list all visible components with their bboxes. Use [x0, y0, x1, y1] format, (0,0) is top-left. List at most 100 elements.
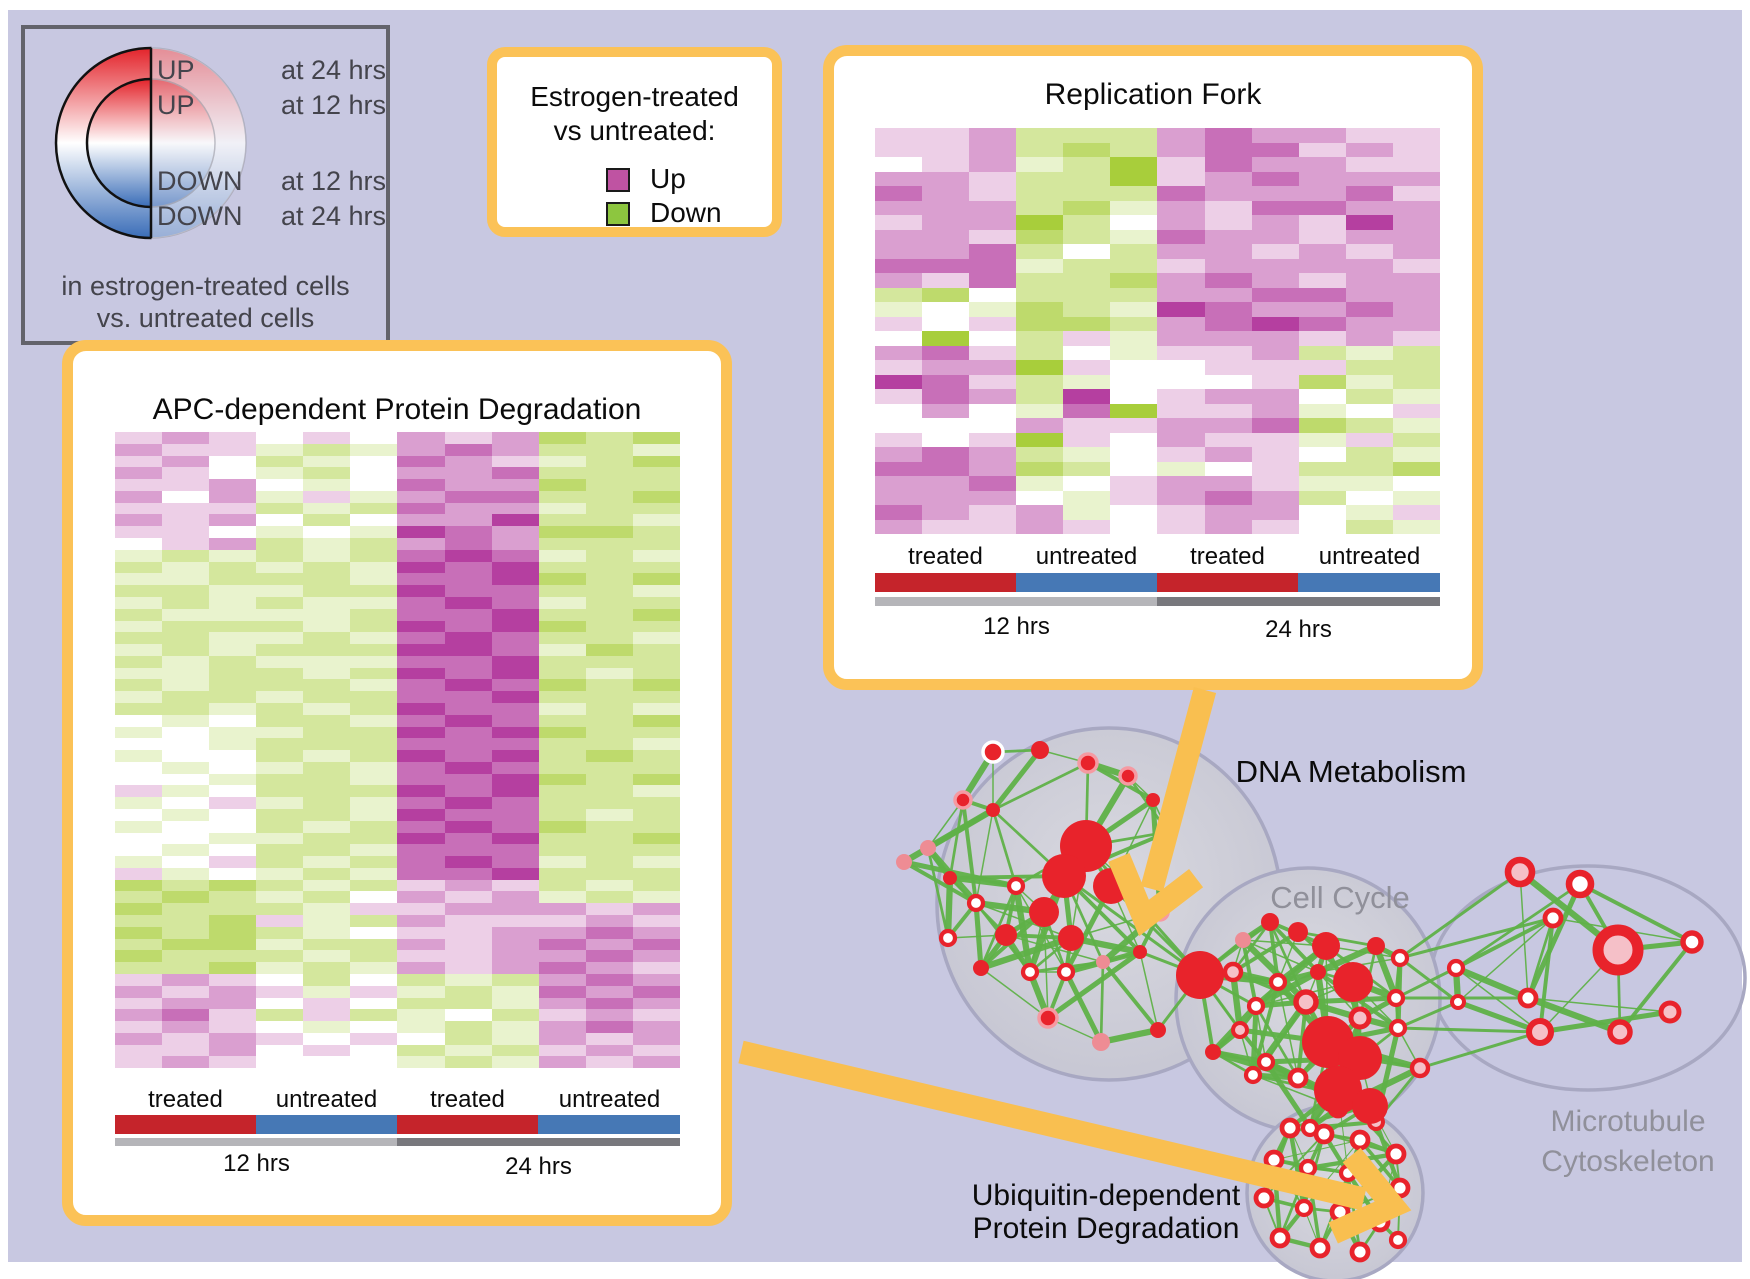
heatmap-cell	[303, 985, 351, 998]
heatmap-cell	[444, 1032, 492, 1045]
heatmap-cell	[491, 479, 539, 491]
heatmap-cell	[1063, 316, 1111, 331]
heatmap-cell	[538, 738, 586, 751]
heatmap-cell	[350, 950, 398, 963]
legend-dir-down12: DOWN	[157, 166, 243, 196]
heatmap-cell	[209, 879, 257, 892]
heatmap-row	[875, 258, 1440, 273]
heatmap-cell	[256, 538, 304, 550]
heatmap-row	[875, 229, 1440, 244]
heatmap-cell	[1345, 215, 1393, 230]
heatmap-row	[115, 502, 680, 515]
heatmap-cell	[256, 903, 304, 916]
heatmap-cell	[303, 903, 351, 916]
heatmap-cell	[1016, 490, 1064, 505]
heatmap-cell	[922, 229, 970, 244]
heatmap-cell	[1298, 244, 1346, 259]
heatmap-cell	[585, 714, 633, 727]
heatmap-cell	[1110, 316, 1158, 331]
heatmap-cell	[632, 915, 680, 927]
heatmap-cell	[632, 820, 680, 833]
heatmap-cell	[209, 844, 257, 857]
legend-time-24b: at 24 hrs	[280, 201, 386, 231]
heatmap-cell	[491, 455, 539, 468]
heatmap-cell	[115, 856, 163, 868]
heatmap-cell	[875, 142, 923, 157]
heatmap-cell	[585, 867, 633, 880]
heatmap-row	[875, 490, 1440, 505]
network-node-wc	[1298, 1158, 1318, 1178]
network-edge	[1241, 939, 1258, 1007]
heatmap-cell	[444, 632, 492, 645]
heatmap-cell	[256, 467, 304, 480]
heatmap-cell	[1345, 447, 1393, 462]
heatmap-cell	[397, 585, 445, 597]
heatmap-cell	[397, 903, 445, 916]
heatmap-cell	[491, 561, 539, 574]
heatmap-cell	[491, 467, 539, 480]
heatmap-cell	[969, 244, 1017, 259]
heatmap-cell	[1251, 432, 1299, 447]
heatmap-cell	[303, 514, 351, 527]
heatmap-cell	[1157, 142, 1205, 157]
heatmap-cell	[1157, 244, 1205, 259]
heatmap-cell	[303, 1021, 351, 1033]
heatmap-cell	[585, 809, 633, 821]
heatmap-cell	[1204, 345, 1252, 360]
heatmap-cell	[209, 726, 257, 739]
network-node-s	[1176, 951, 1224, 999]
heatmap-cell	[162, 620, 210, 633]
heatmap-cell	[1110, 215, 1158, 230]
heatmap-cell	[1016, 403, 1064, 418]
rf-heatmap	[875, 128, 1440, 534]
network-node-pc	[1409, 1057, 1431, 1079]
heatmap-cell	[1016, 447, 1064, 462]
heatmap-cell	[632, 655, 680, 668]
heatmap-cell	[632, 490, 680, 503]
heatmap-cell	[444, 679, 492, 692]
heatmap-cell	[875, 345, 923, 360]
heatmap-cell	[209, 679, 257, 692]
updown-circle-diagram	[54, 46, 247, 240]
heatmap-cell	[350, 962, 398, 974]
heatmap-row	[115, 538, 680, 550]
heatmap-cell	[1204, 258, 1252, 273]
heatmap-cell	[256, 1032, 304, 1045]
network-node-wr	[981, 740, 1005, 764]
heatmap-cell	[350, 809, 398, 821]
heatmap-cell	[115, 455, 163, 468]
heatmap-cell	[1392, 331, 1440, 346]
heatmap-cell	[162, 514, 210, 527]
heatmap-cell	[1251, 128, 1299, 143]
heatmap-cell	[162, 856, 210, 868]
heatmap-cell	[444, 667, 492, 680]
heatmap-cell	[491, 632, 539, 645]
heatmap-cell	[162, 726, 210, 739]
heatmap-cell	[1204, 273, 1252, 288]
network-edge	[1373, 944, 1399, 1000]
heatmap-row	[115, 903, 680, 916]
heatmap-cell	[256, 1044, 304, 1057]
rf-group-label-1: treated	[908, 543, 983, 570]
heatmap-cell	[115, 809, 163, 821]
heatmap-row	[115, 455, 680, 468]
heatmap-cell	[632, 891, 680, 904]
heatmap-cell	[1016, 186, 1064, 201]
legend-dir-up12: UP	[157, 90, 195, 120]
network-node-pr	[1118, 766, 1138, 786]
heatmap-cell	[969, 476, 1017, 491]
heatmap-cell	[115, 443, 163, 456]
heatmap-cell	[115, 573, 163, 586]
heatmap-cell	[350, 549, 398, 562]
heatmap-cell	[969, 447, 1017, 462]
heatmap-cell	[209, 655, 257, 668]
network-node-pr	[1037, 1007, 1059, 1029]
heatmap-cell	[922, 258, 970, 273]
network-edge	[1063, 874, 1201, 977]
heatmap-cell	[1110, 345, 1158, 360]
network-node-wc	[938, 928, 958, 948]
heatmap-cell	[1251, 186, 1299, 201]
heatmap-cell	[162, 750, 210, 762]
heatmap-cell	[1392, 403, 1440, 418]
network-edge	[1399, 916, 1554, 960]
